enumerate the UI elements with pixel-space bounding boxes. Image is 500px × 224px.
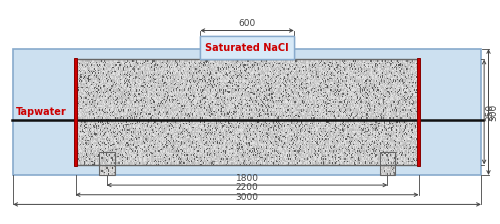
Text: 600: 600 xyxy=(238,19,256,28)
Bar xyxy=(99,152,114,175)
Text: Tapwater: Tapwater xyxy=(16,107,66,117)
Bar xyxy=(74,58,78,166)
Bar xyxy=(380,152,395,175)
Bar xyxy=(417,58,420,166)
Text: 2200: 2200 xyxy=(236,183,258,192)
Bar xyxy=(200,36,294,60)
Text: 3000: 3000 xyxy=(236,193,258,202)
Text: 250: 250 xyxy=(485,103,494,121)
Bar xyxy=(76,60,418,164)
Text: 300: 300 xyxy=(490,103,498,121)
Bar xyxy=(200,36,294,60)
Bar xyxy=(200,37,294,59)
Text: Saturated NaCl: Saturated NaCl xyxy=(206,43,289,53)
Bar xyxy=(13,49,481,175)
Text: 1800: 1800 xyxy=(236,174,258,183)
